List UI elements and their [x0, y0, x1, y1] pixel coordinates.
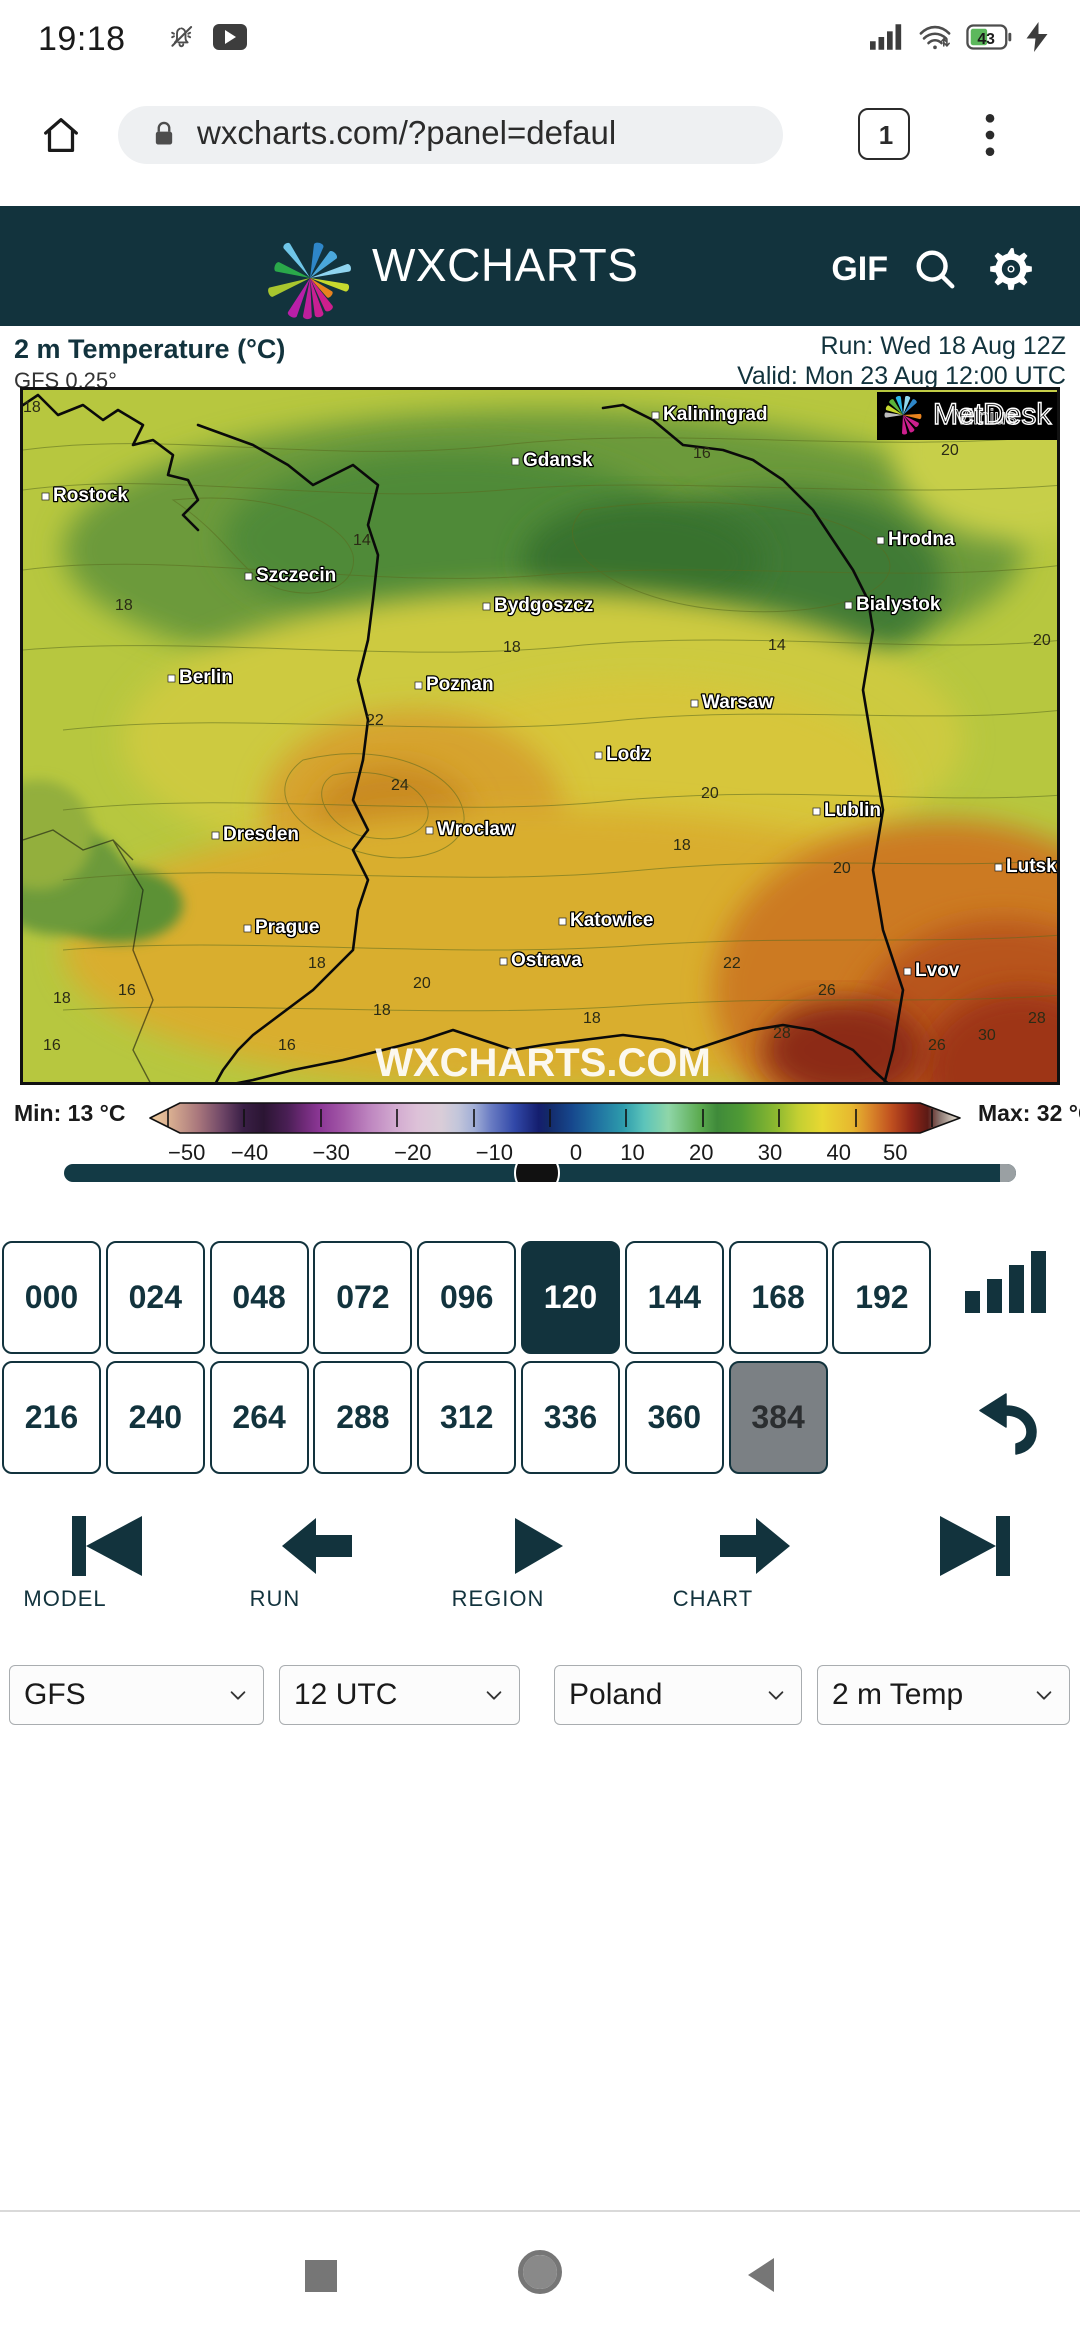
svg-text:18: 18 — [308, 955, 326, 972]
svg-text:Prague: Prague — [255, 917, 319, 938]
svg-text:18: 18 — [115, 597, 133, 614]
svg-text:20: 20 — [413, 975, 431, 992]
svg-text:18: 18 — [53, 990, 71, 1007]
svg-text:14: 14 — [353, 532, 371, 549]
svg-text:Poznan: Poznan — [426, 674, 494, 695]
svg-text:18: 18 — [503, 639, 521, 656]
svg-text:Lodz: Lodz — [606, 744, 650, 765]
svg-text:WXCHARTS.COM: WXCHARTS.COM — [375, 1041, 711, 1085]
svg-text:18: 18 — [23, 399, 41, 416]
svg-text:30: 30 — [978, 1027, 996, 1044]
svg-text:Lublin: Lublin — [824, 800, 881, 821]
svg-text:26: 26 — [928, 1037, 946, 1054]
svg-text:Dresden: Dresden — [223, 824, 299, 845]
svg-text:24: 24 — [391, 777, 409, 794]
svg-text:Rostock: Rostock — [53, 485, 128, 506]
svg-text:20: 20 — [701, 785, 719, 802]
svg-text:43: 43 — [977, 31, 995, 48]
svg-text:Ostrava: Ostrava — [511, 950, 582, 971]
svg-text:Warsaw: Warsaw — [702, 692, 773, 713]
svg-text:Bydgoszcz: Bydgoszcz — [494, 595, 593, 616]
svg-text:22: 22 — [366, 712, 384, 729]
svg-text:18: 18 — [373, 1002, 391, 1019]
svg-text:Kaliningrad: Kaliningrad — [663, 404, 768, 425]
svg-text:20: 20 — [941, 442, 959, 459]
svg-text:28: 28 — [773, 1025, 791, 1042]
svg-text:Katowice: Katowice — [570, 910, 653, 931]
svg-text:Lutsk: Lutsk — [1006, 856, 1057, 877]
svg-text:16: 16 — [693, 445, 711, 462]
svg-text:Bialystok: Bialystok — [856, 594, 941, 615]
svg-text:Szczecin: Szczecin — [256, 565, 336, 586]
svg-text:18: 18 — [583, 1010, 601, 1027]
svg-text:16: 16 — [43, 1037, 61, 1054]
svg-text:26: 26 — [818, 982, 836, 999]
svg-text:Vilnius: Vilnius — [955, 406, 1016, 429]
svg-text:Gdansk: Gdansk — [523, 450, 593, 471]
svg-text:20: 20 — [1033, 632, 1051, 649]
svg-text:14: 14 — [768, 637, 786, 654]
svg-text:16: 16 — [278, 1037, 296, 1054]
svg-text:Hrodna: Hrodna — [888, 529, 955, 550]
svg-text:Lvov: Lvov — [915, 960, 960, 981]
svg-text:Berlin: Berlin — [179, 667, 233, 688]
svg-text:22: 22 — [723, 955, 741, 972]
svg-text:16: 16 — [118, 982, 136, 999]
svg-text:18: 18 — [673, 837, 691, 854]
svg-text:28: 28 — [1028, 1010, 1046, 1027]
svg-text:Wroclaw: Wroclaw — [437, 819, 515, 840]
svg-text:20: 20 — [833, 860, 851, 877]
